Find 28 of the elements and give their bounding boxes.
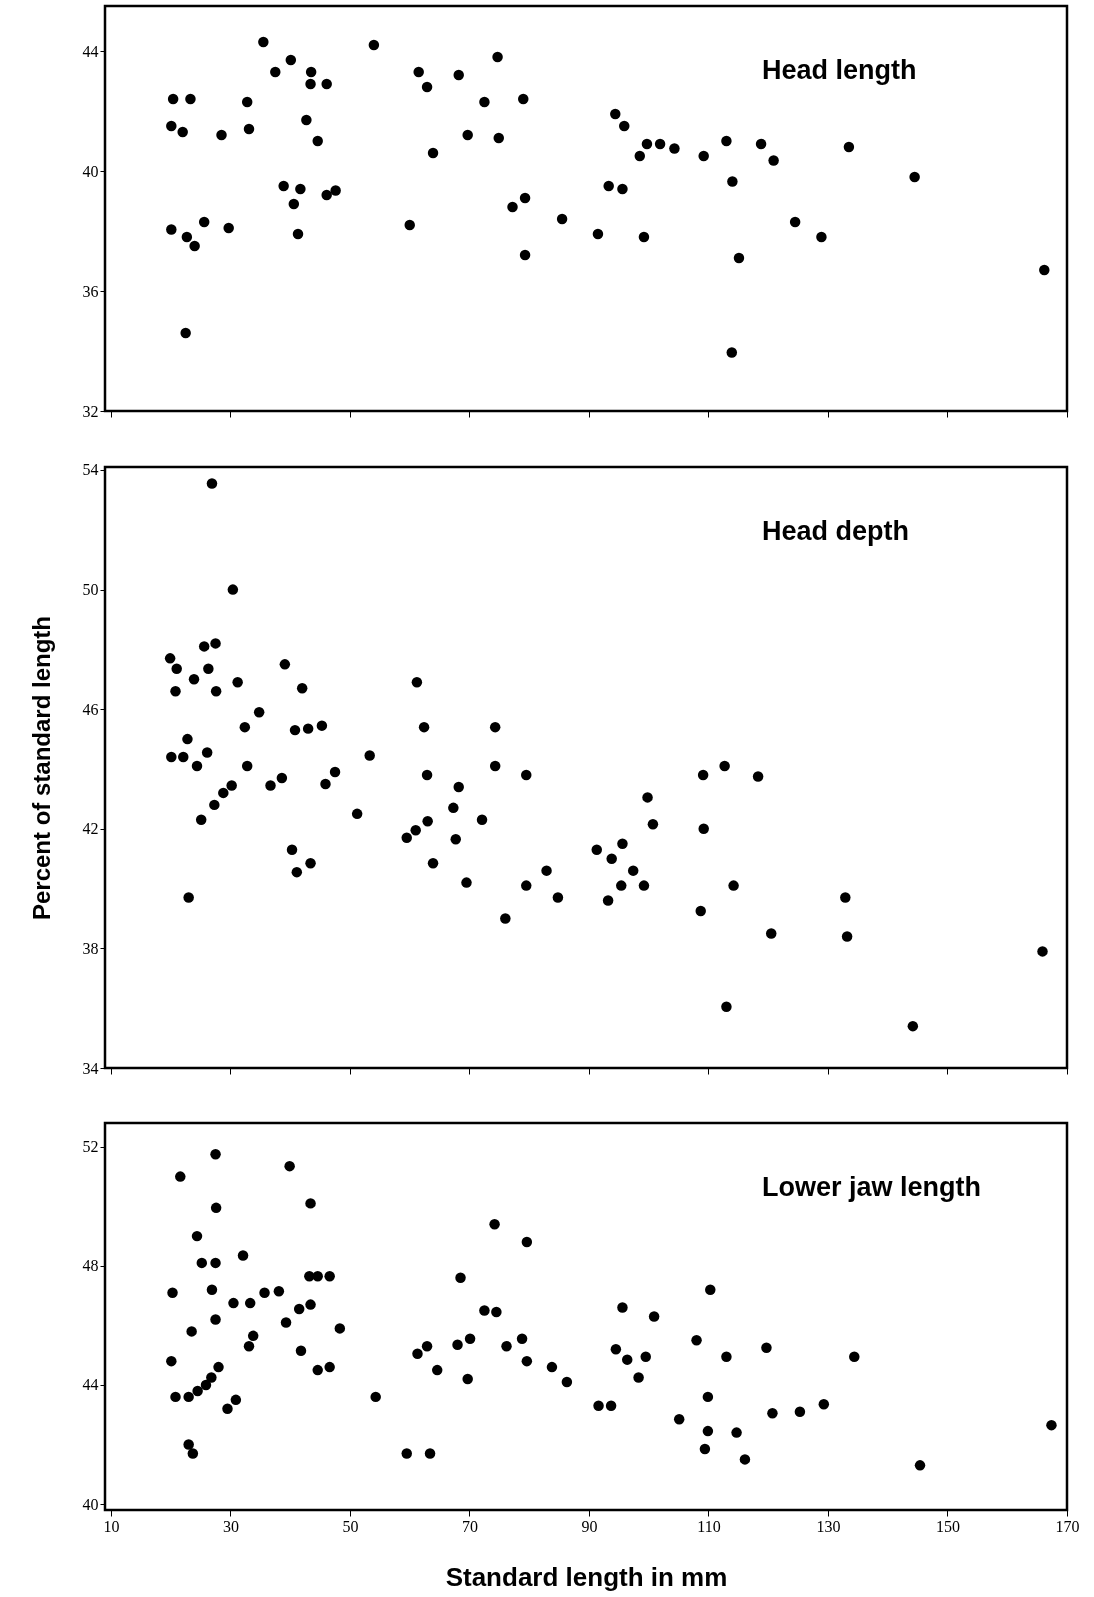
x-tick-label: 150 <box>936 1517 960 1535</box>
text: Lower jaw length <box>762 1172 982 1202</box>
x-tick-label: 70 <box>461 1517 478 1535</box>
text: Head depth <box>762 516 910 546</box>
y-tick-label: 44 <box>82 1376 99 1394</box>
y-axis-title: Percent of standard length <box>27 615 55 921</box>
y-tick-label: 50 <box>82 581 99 599</box>
y-tick-label: 46 <box>82 700 99 718</box>
y-tick-label: 48 <box>82 1257 99 1275</box>
x-tick-label: 30 <box>222 1517 239 1535</box>
y-tick-label: 36 <box>82 282 99 300</box>
text: Head length <box>762 55 917 85</box>
x-tick-label: 130 <box>816 1517 841 1535</box>
x-tick-label: 10 <box>103 1517 120 1535</box>
y-tick-label: 40 <box>82 162 99 180</box>
x-axis-title: Standard length in mm <box>445 1561 728 1592</box>
y-tick-label: 42 <box>82 820 99 838</box>
y-tick-label: 40 <box>82 1495 99 1513</box>
y-tick-label: 54 <box>82 461 99 479</box>
y-tick-label: 52 <box>82 1138 99 1156</box>
y-tick-label: 44 <box>82 42 99 60</box>
x-tick-label: 50 <box>342 1517 359 1535</box>
y-tick-label: 38 <box>82 939 99 957</box>
x-tick-label: 170 <box>1055 1517 1080 1535</box>
y-tick-label: 32 <box>82 402 99 420</box>
x-tick-label: 90 <box>581 1517 598 1535</box>
y-tick-label: 34 <box>82 1059 99 1077</box>
x-tick-label: 110 <box>697 1517 721 1535</box>
